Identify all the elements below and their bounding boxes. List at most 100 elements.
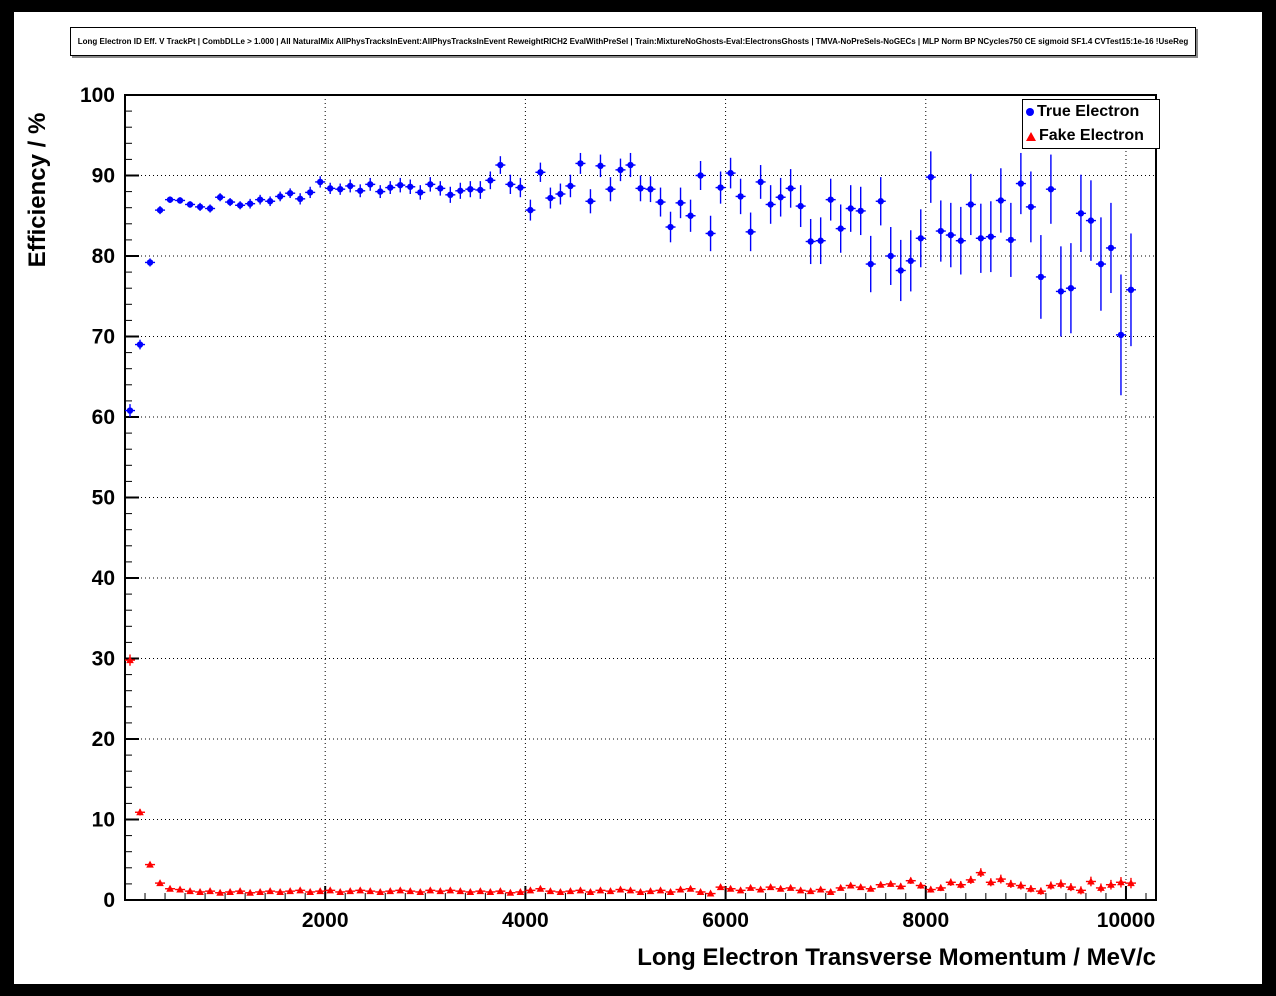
data-point-fake-electron <box>716 883 725 891</box>
data-point-true-electron <box>687 212 694 219</box>
data-point-true-electron <box>807 238 814 245</box>
data-point-fake-electron <box>476 887 485 895</box>
data-point-fake-electron <box>846 881 855 889</box>
data-point-fake-electron <box>416 887 425 895</box>
data-point-true-electron <box>787 185 794 192</box>
data-point-true-electron <box>357 187 364 194</box>
data-point-fake-electron <box>796 886 805 894</box>
data-point-fake-electron <box>1097 883 1105 891</box>
data-point-true-electron <box>156 206 164 214</box>
data-point-true-electron <box>937 227 944 235</box>
data-point-fake-electron <box>486 887 495 895</box>
data-point-fake-electron <box>446 886 455 894</box>
data-point-fake-electron <box>616 885 625 893</box>
data-point-true-electron <box>887 252 894 260</box>
data-point-fake-electron <box>606 887 615 895</box>
data-point-true-electron <box>246 200 254 207</box>
x-tick-label: 6000 <box>702 909 749 932</box>
data-point-true-electron <box>166 196 174 203</box>
data-point-fake-electron <box>566 887 575 895</box>
data-point-true-electron <box>457 187 464 194</box>
data-point-fake-electron <box>957 880 965 888</box>
data-point-true-electron <box>537 169 544 176</box>
data-point-fake-electron <box>456 887 465 895</box>
data-point-fake-electron <box>136 808 144 816</box>
data-point-true-electron <box>637 185 644 192</box>
data-point-fake-electron <box>967 875 975 883</box>
y-tick-label: 20 <box>92 728 115 751</box>
data-point-fake-electron <box>516 887 525 895</box>
data-point-fake-electron <box>997 875 1005 883</box>
data-point-true-electron <box>1007 236 1015 244</box>
data-point-true-electron <box>447 191 454 199</box>
data-point-fake-electron <box>206 887 214 895</box>
data-point-true-electron <box>837 225 844 232</box>
y-tick-label: 60 <box>92 406 115 429</box>
data-point-fake-electron <box>556 887 565 895</box>
data-point-fake-electron <box>886 879 895 887</box>
data-point-true-electron <box>547 194 554 202</box>
data-point-fake-electron <box>536 884 545 892</box>
data-point-fake-electron <box>766 883 775 891</box>
data-point-fake-electron <box>376 887 385 895</box>
data-point-fake-electron <box>686 884 695 892</box>
data-point-fake-electron <box>936 883 945 891</box>
legend-entry-true-electron: True Electron <box>1023 100 1159 124</box>
data-point-true-electron <box>256 196 264 203</box>
data-point-fake-electron <box>736 886 745 894</box>
data-point-fake-electron <box>326 886 334 894</box>
data-point-true-electron <box>1077 210 1085 217</box>
data-point-fake-electron <box>276 887 284 895</box>
data-point-fake-electron <box>346 887 355 895</box>
data-point-true-electron <box>266 198 274 205</box>
data-point-true-electron <box>777 194 784 201</box>
data-point-true-electron <box>927 173 934 181</box>
y-tick-label: 40 <box>92 567 115 590</box>
data-point-fake-electron <box>156 879 164 887</box>
x-tick-label: 8000 <box>902 909 949 932</box>
data-point-fake-electron <box>726 884 735 892</box>
data-point-true-electron <box>977 235 985 242</box>
data-point-true-electron <box>206 205 214 212</box>
data-point-true-electron <box>186 201 194 208</box>
data-point-fake-electron <box>386 887 395 895</box>
data-point-fake-electron <box>436 887 445 895</box>
data-point-true-electron <box>727 169 734 177</box>
data-point-true-electron <box>136 341 144 348</box>
data-point-fake-electron <box>987 878 995 886</box>
data-point-fake-electron <box>916 881 925 889</box>
data-point-true-electron <box>1057 288 1065 295</box>
data-point-fake-electron <box>756 885 765 893</box>
data-point-fake-electron <box>906 876 915 884</box>
data-point-true-electron <box>507 181 514 188</box>
data-point-fake-electron <box>696 887 705 895</box>
data-point-true-electron <box>226 198 234 206</box>
data-point-fake-electron <box>977 868 985 876</box>
data-point-true-electron <box>847 205 854 212</box>
data-point-fake-electron <box>216 888 224 896</box>
data-point-fake-electron <box>186 887 194 895</box>
data-point-fake-electron <box>646 887 655 895</box>
data-point-fake-electron <box>496 887 505 895</box>
data-point-true-electron <box>1117 331 1125 339</box>
data-point-true-electron <box>857 207 864 215</box>
data-point-true-electron <box>437 185 444 192</box>
data-point-true-electron <box>236 202 244 209</box>
data-point-fake-electron <box>596 886 605 894</box>
data-point-fake-electron <box>296 886 304 894</box>
data-point-true-electron <box>667 223 674 231</box>
data-point-fake-electron <box>526 886 535 894</box>
data-point-fake-electron <box>1117 878 1125 886</box>
data-point-fake-electron <box>1037 887 1045 895</box>
data-point-true-electron <box>146 259 154 266</box>
data-point-fake-electron <box>336 887 345 895</box>
data-point-fake-electron <box>1027 884 1035 892</box>
data-point-fake-electron <box>316 887 324 895</box>
data-point-fake-electron <box>1077 886 1085 894</box>
data-point-true-electron <box>617 166 624 174</box>
data-point-true-electron <box>607 185 614 193</box>
data-point-true-electron <box>467 185 474 193</box>
data-point-true-electron <box>557 190 564 198</box>
data-point-true-electron <box>757 178 764 186</box>
data-point-true-electron <box>497 161 504 169</box>
